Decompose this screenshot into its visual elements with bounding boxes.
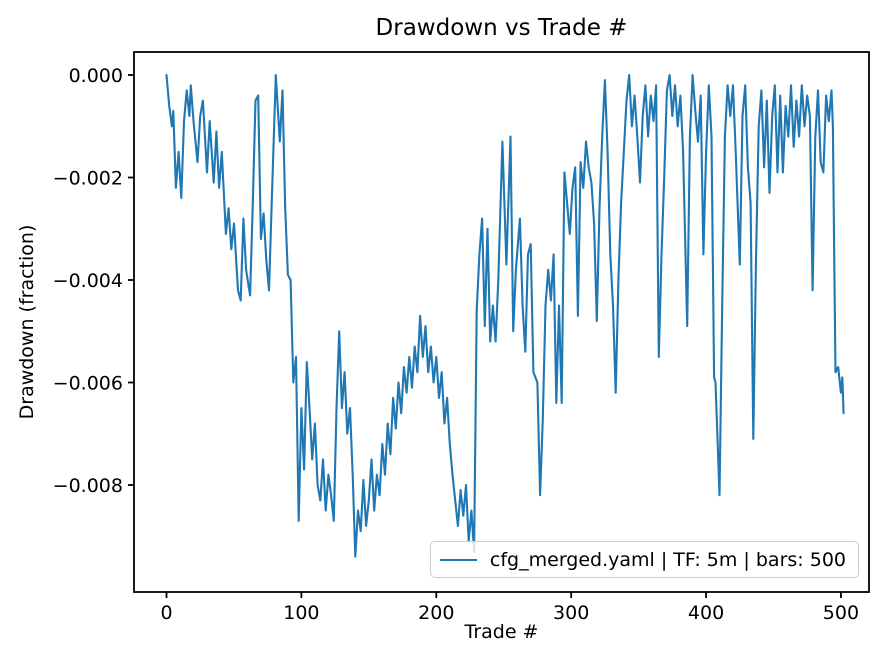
y-tick-label: −0.006 (53, 372, 123, 394)
plot-border (133, 51, 870, 593)
x-axis-label: Trade # (464, 621, 539, 643)
y-tick-label: −0.008 (53, 475, 123, 497)
y-axis-label: Drawdown (fraction) (16, 224, 38, 420)
x-tick-label: 0 (160, 602, 172, 624)
x-tick-label: 300 (553, 602, 589, 624)
x-tick-label: 200 (418, 602, 454, 624)
y-tick-label: −0.004 (53, 270, 123, 292)
drawdown-line (165, 73, 845, 558)
x-tick-label: 400 (688, 602, 724, 624)
y-tick-label: −0.002 (53, 168, 123, 190)
legend: cfg_merged.yaml | TF: 5m | bars: 500 (430, 541, 859, 578)
x-tick-label: 500 (823, 602, 859, 624)
x-tick-label: 100 (283, 602, 319, 624)
legend-line-sample-icon (440, 558, 477, 561)
legend-label: cfg_merged.yaml | TF: 5m | bars: 500 (489, 548, 846, 571)
chart-title: Drawdown vs Trade # (375, 15, 628, 41)
y-tick-label: 0.000 (69, 65, 123, 87)
